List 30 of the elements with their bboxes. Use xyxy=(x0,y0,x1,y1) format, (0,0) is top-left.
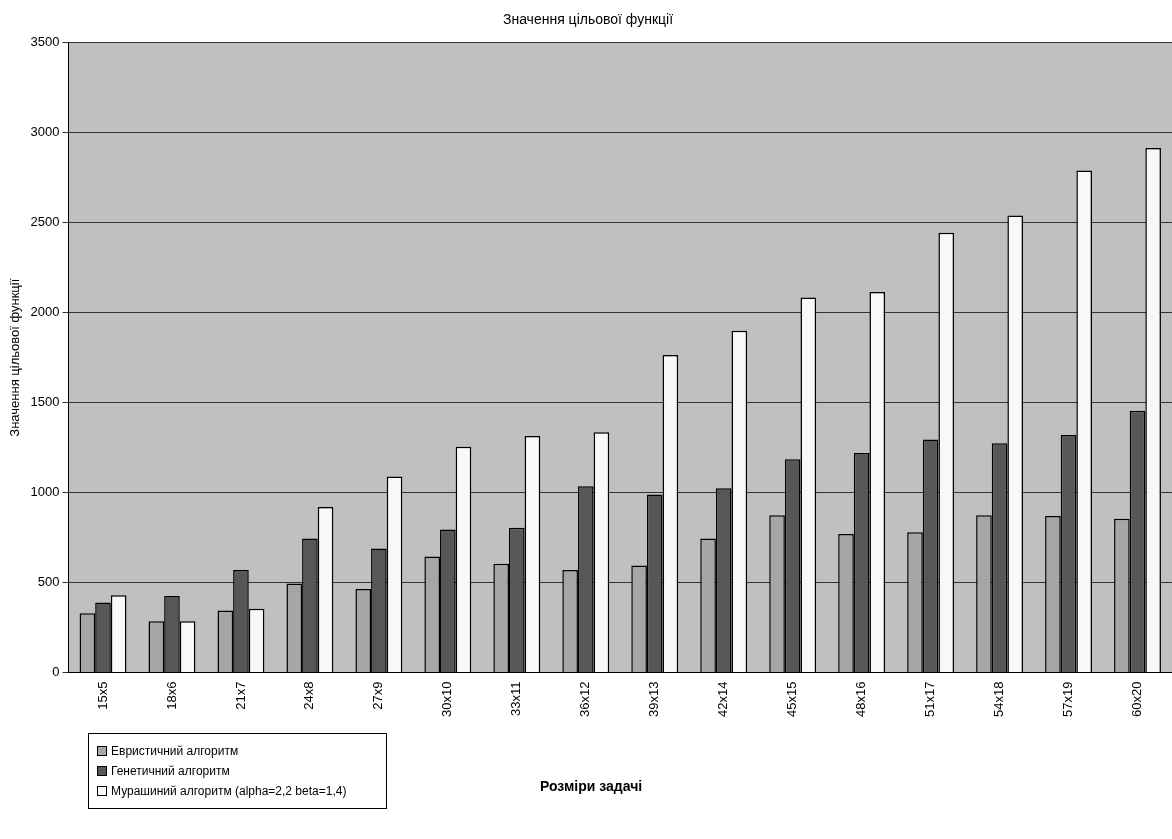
x-tick-label: 33x11 xyxy=(508,681,524,717)
x-tick-label: 24x8 xyxy=(301,681,317,710)
x-tick-label: 54x18 xyxy=(991,681,1007,717)
legend-label: Генетичний алгоритм xyxy=(111,764,230,778)
x-tick-label: 60x20 xyxy=(1129,681,1145,717)
chart-title: Значення цільової функції xyxy=(502,11,674,28)
legend-label: Мурашиний алгоритм (alpha=2,2 beta=1,4) xyxy=(111,784,347,798)
y-tick-label: 0 xyxy=(52,664,60,680)
x-tick-label: 45x15 xyxy=(784,681,800,717)
x-tick-label: 39x13 xyxy=(646,681,662,717)
y-tick-label: 1000 xyxy=(30,484,60,500)
y-axis-title: Значення цільової функції xyxy=(7,278,23,437)
x-tick-label: 21x7 xyxy=(232,681,248,710)
x-tick-label: 18x6 xyxy=(163,681,179,710)
y-tick-label: 2000 xyxy=(30,304,60,320)
y-tick-label: 3000 xyxy=(30,124,60,140)
legend-label: Евристичний алгоритм xyxy=(111,744,239,758)
y-tick-label: 1500 xyxy=(30,394,60,410)
y-tick-label: 2500 xyxy=(30,214,60,230)
y-tick-label: 3500 xyxy=(30,34,60,50)
x-tick-label: 30x10 xyxy=(439,681,455,717)
x-tick-label: 27x9 xyxy=(370,681,386,710)
x-tick-label: 48x16 xyxy=(853,681,869,717)
x-tick-label: 36x12 xyxy=(577,681,593,717)
x-tick-label: 57x19 xyxy=(1060,681,1076,717)
x-tick-label: 42x14 xyxy=(715,681,731,717)
x-axis-title: Розміри задачі xyxy=(540,778,643,794)
y-tick-label: 500 xyxy=(37,574,60,590)
x-tick-label: 51x17 xyxy=(922,681,938,717)
x-tick-label: 15x5 xyxy=(94,681,110,710)
